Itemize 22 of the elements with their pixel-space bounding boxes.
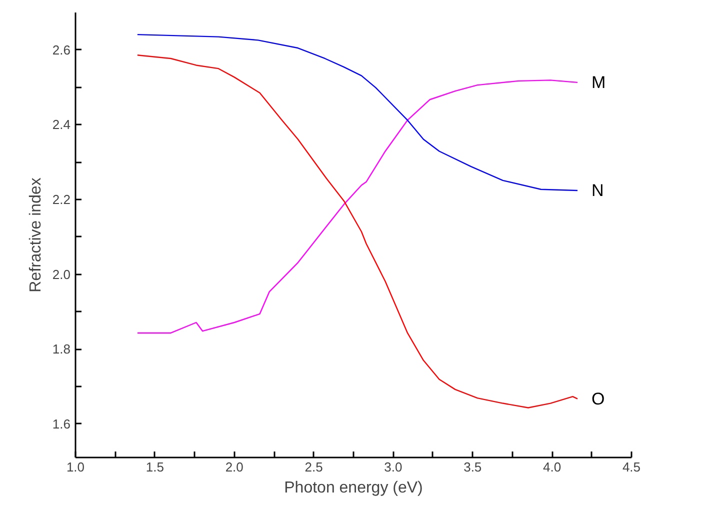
x-tick-label: 1.0 [66,460,85,474]
y-tick-label: 2.0 [52,266,71,282]
y-tick-label: 2.4 [52,117,71,132]
y-tick-label: 1.6 [52,416,71,432]
series-label: N [591,181,604,200]
x-axis-title: Photon energy (eV) [284,480,423,496]
x-tick-label: 4.0 [543,460,562,474]
line-series [136,34,578,192]
y-tick-label: 1.8 [52,342,71,357]
x-tick-label: 3.5 [464,460,482,474]
y-tick-label: 2.6 [52,42,71,58]
series-label: O [591,389,605,408]
x-tick-label: 2.5 [304,460,323,474]
line-series [136,54,578,408]
y-axis-title: Refractive index [27,178,44,292]
x-tick-label: 3.0 [384,460,402,474]
x-tick-label: 4.5 [622,460,641,474]
series-label: M [591,72,606,92]
x-tick-label: 1.5 [146,460,164,474]
y-tick-label: 2.2 [52,192,71,207]
line-series [136,80,578,334]
x-tick-label: 2.0 [225,460,244,474]
